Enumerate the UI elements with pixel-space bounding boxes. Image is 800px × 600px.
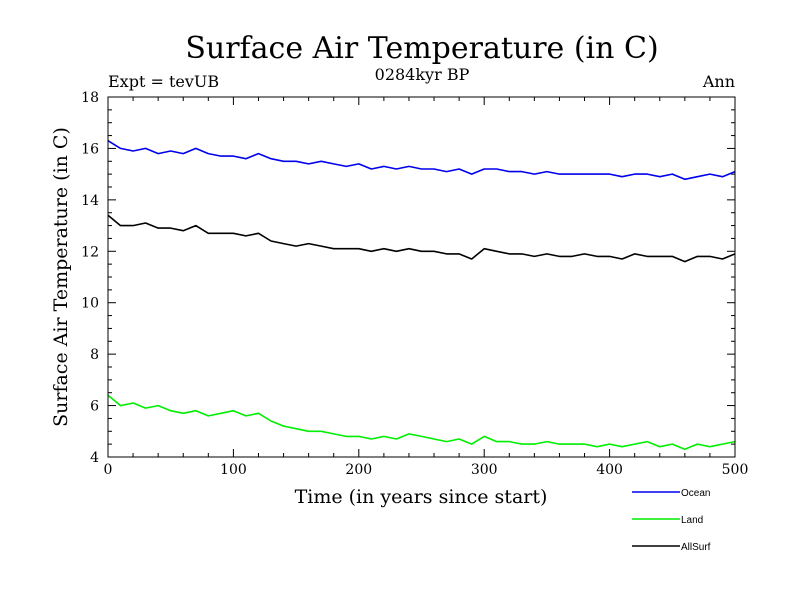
axis-ticks: 0 100 200 300 400 500 4 6 8 10 12 14 16 18 xyxy=(81,90,748,478)
y-tick-label: 12 xyxy=(81,244,99,260)
x-tick-label: 200 xyxy=(345,462,372,478)
x-tick-label: 400 xyxy=(596,462,623,478)
y-axis-label: Surface Air Temperature (in C) xyxy=(50,127,72,427)
x-tick-label: 300 xyxy=(471,462,498,478)
y-tick-label: 4 xyxy=(90,450,99,466)
legend-label-land: Land xyxy=(681,515,703,526)
x-tick-label: 100 xyxy=(220,462,247,478)
y-tick-label: 16 xyxy=(81,141,99,157)
x-tick-label: 500 xyxy=(722,462,749,478)
plot-lines xyxy=(107,140,736,451)
x-tick-label: 0 xyxy=(104,462,113,478)
y-tick-label: 10 xyxy=(81,296,99,312)
x-axis-label: Time (in years since start) xyxy=(295,486,548,508)
series-line-ocean xyxy=(107,140,736,181)
legend-label-ocean: Ocean xyxy=(681,488,710,499)
chart-title: Surface Air Temperature (in C) xyxy=(185,31,658,66)
series-line-land xyxy=(107,394,736,451)
y-tick-label: 14 xyxy=(81,193,99,209)
y-tick-label: 8 xyxy=(90,347,99,363)
chart-subtitle: 0284kyr BP xyxy=(375,65,470,84)
legend: Ocean Land AllSurf xyxy=(632,488,711,553)
legend-label-allsurf: AllSurf xyxy=(681,542,711,553)
experiment-label: Expt = tevUB xyxy=(108,72,219,91)
season-label: Ann xyxy=(702,72,735,91)
y-tick-label: 18 xyxy=(81,90,99,106)
series-line-allsurf xyxy=(107,214,736,263)
y-tick-label: 6 xyxy=(90,399,99,415)
